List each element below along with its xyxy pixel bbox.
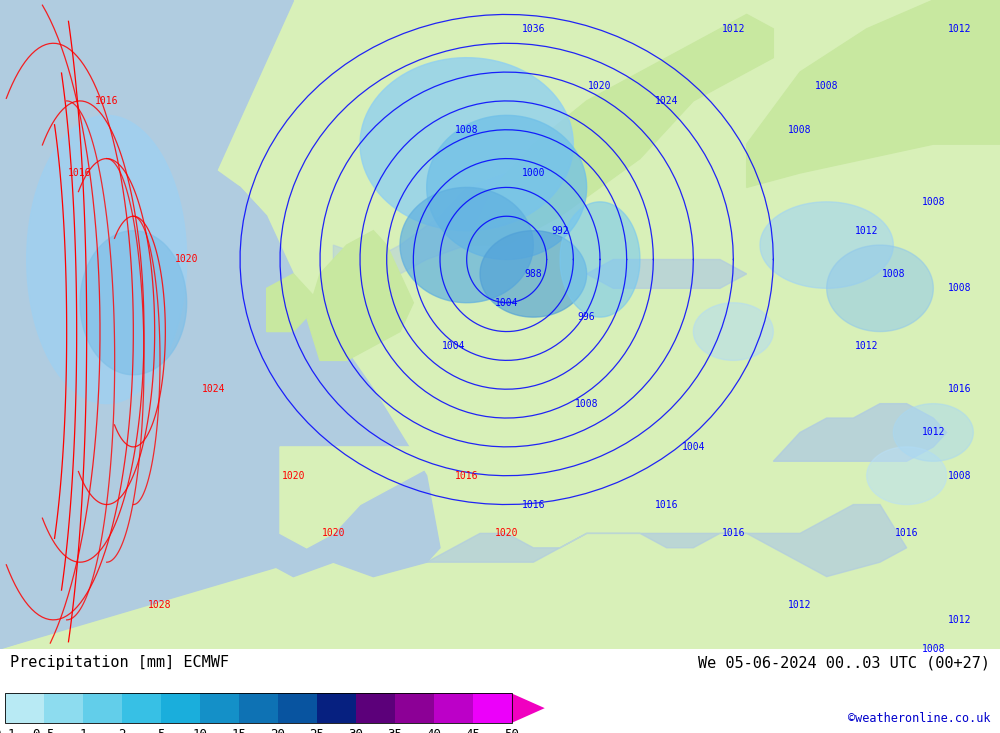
Polygon shape — [480, 231, 587, 317]
Text: 1012: 1012 — [722, 24, 745, 34]
Text: 50: 50 — [504, 728, 519, 733]
Text: 1008: 1008 — [788, 125, 812, 135]
Polygon shape — [0, 216, 293, 649]
Polygon shape — [587, 259, 747, 288]
Bar — [239, 693, 278, 723]
Polygon shape — [27, 115, 187, 404]
Text: 1008: 1008 — [922, 197, 945, 207]
Bar — [434, 693, 473, 723]
Text: 1016: 1016 — [655, 500, 678, 509]
Polygon shape — [360, 58, 573, 231]
Text: 5: 5 — [157, 728, 165, 733]
Text: 1: 1 — [79, 728, 87, 733]
Polygon shape — [333, 173, 533, 274]
Text: We 05-06-2024 00..03 UTC (00+27): We 05-06-2024 00..03 UTC (00+27) — [698, 655, 990, 671]
Text: 1016: 1016 — [68, 168, 92, 178]
Bar — [83, 693, 122, 723]
Bar — [395, 693, 434, 723]
Bar — [278, 693, 317, 723]
Text: 1016: 1016 — [95, 96, 118, 106]
Polygon shape — [0, 0, 293, 649]
Polygon shape — [560, 202, 640, 317]
Bar — [5, 693, 44, 723]
Text: 1008: 1008 — [575, 399, 598, 408]
Polygon shape — [427, 115, 587, 259]
Text: 1020: 1020 — [588, 81, 612, 92]
Text: 20: 20 — [270, 728, 285, 733]
Text: 1016: 1016 — [722, 528, 745, 538]
Text: 1012: 1012 — [855, 341, 878, 351]
Text: 40: 40 — [426, 728, 441, 733]
Polygon shape — [760, 202, 893, 288]
Text: 1020: 1020 — [322, 528, 345, 538]
Text: 0.5: 0.5 — [33, 728, 55, 733]
Polygon shape — [827, 245, 933, 331]
Polygon shape — [0, 0, 267, 101]
Text: 10: 10 — [192, 728, 207, 733]
Text: 30: 30 — [348, 728, 363, 733]
Bar — [200, 693, 239, 723]
Text: 1016: 1016 — [522, 500, 545, 509]
Text: 1008: 1008 — [882, 269, 905, 279]
Text: 1008: 1008 — [455, 125, 478, 135]
Polygon shape — [693, 303, 773, 361]
Polygon shape — [467, 15, 773, 245]
Text: 1008: 1008 — [948, 284, 972, 293]
Text: 1012: 1012 — [855, 226, 878, 235]
Text: 1024: 1024 — [202, 384, 225, 394]
Text: 1020: 1020 — [495, 528, 518, 538]
Text: 1000: 1000 — [522, 168, 545, 178]
Polygon shape — [280, 447, 453, 548]
Text: 1012: 1012 — [948, 615, 972, 625]
Text: 0.1: 0.1 — [0, 728, 16, 733]
Text: 1024: 1024 — [655, 96, 678, 106]
Polygon shape — [0, 0, 1000, 649]
Bar — [356, 693, 395, 723]
Text: 1020: 1020 — [175, 254, 198, 265]
Text: 1004: 1004 — [682, 442, 705, 452]
Text: 1008: 1008 — [922, 644, 945, 654]
Text: 1016: 1016 — [895, 528, 918, 538]
Text: 45: 45 — [465, 728, 480, 733]
Text: 1012: 1012 — [948, 24, 972, 34]
Text: 15: 15 — [231, 728, 246, 733]
Polygon shape — [400, 188, 533, 303]
Text: 1028: 1028 — [148, 600, 172, 611]
Bar — [122, 693, 161, 723]
Text: 996: 996 — [578, 312, 595, 322]
Text: Precipitation [mm] ECMWF: Precipitation [mm] ECMWF — [10, 655, 229, 671]
Polygon shape — [267, 274, 320, 331]
Bar — [44, 693, 83, 723]
Text: 25: 25 — [309, 728, 324, 733]
Text: 1008: 1008 — [948, 471, 972, 481]
Text: 992: 992 — [551, 226, 569, 235]
Polygon shape — [307, 231, 413, 361]
Text: 1004: 1004 — [442, 341, 465, 351]
Text: 1012: 1012 — [788, 600, 812, 611]
Bar — [5, 693, 512, 723]
Polygon shape — [893, 404, 973, 461]
Text: 35: 35 — [387, 728, 402, 733]
Polygon shape — [0, 101, 440, 649]
Text: 1008: 1008 — [815, 81, 838, 92]
Text: 1020: 1020 — [282, 471, 305, 481]
Polygon shape — [373, 504, 907, 577]
Text: 1036: 1036 — [522, 24, 545, 34]
Text: 1012: 1012 — [922, 427, 945, 438]
Polygon shape — [512, 693, 545, 723]
Text: 988: 988 — [525, 269, 542, 279]
Polygon shape — [80, 231, 187, 375]
Text: ©weatheronline.co.uk: ©weatheronline.co.uk — [848, 712, 990, 724]
Polygon shape — [747, 0, 1000, 188]
Bar — [161, 693, 200, 723]
Bar — [473, 693, 512, 723]
Text: 1004: 1004 — [495, 298, 518, 308]
Text: 1016: 1016 — [948, 384, 972, 394]
Polygon shape — [773, 404, 947, 461]
Polygon shape — [0, 101, 267, 432]
Text: 2: 2 — [118, 728, 126, 733]
Bar — [317, 693, 356, 723]
Polygon shape — [867, 447, 947, 504]
Text: 1016: 1016 — [455, 471, 478, 481]
